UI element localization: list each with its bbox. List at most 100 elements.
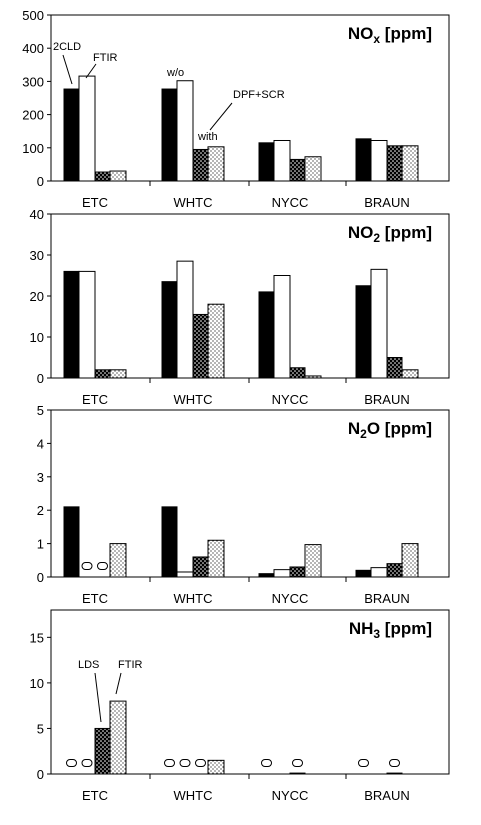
y-tick-label: 5: [37, 721, 44, 736]
zero-marker: [81, 759, 93, 767]
y-tick-label: 400: [22, 41, 44, 56]
plot-frame: [50, 609, 450, 775]
bar-etc-s1: [63, 506, 80, 578]
y-tick-label: 300: [22, 74, 44, 89]
bar-whtc-s1: [161, 506, 178, 578]
annotations-nh3: LDS FTIR: [78, 659, 142, 723]
bar-braun-s1: [355, 138, 372, 182]
y-tick-label: 2: [37, 503, 44, 518]
y-tick-label: 4: [37, 436, 44, 451]
zero-marker: [81, 562, 93, 570]
panel-2: 0 10 20 30 40 ETC WHTC NYCC BRAUN NO2 [ppm]: [30, 207, 450, 407]
bar-braun-s4: [401, 543, 419, 578]
bar-whtc-s3: [192, 148, 209, 182]
category-label-nycc: NYCC: [272, 195, 309, 210]
bar-etc-s3: [94, 727, 111, 775]
category-label-whtc: WHTC: [174, 392, 213, 407]
bar-braun-s4: [401, 369, 419, 379]
y-tick-label: 3: [37, 470, 44, 485]
bar-etc-s4: [109, 543, 127, 578]
category-label-etc: ETC: [82, 195, 108, 210]
zero-marker: [195, 759, 206, 767]
y-tick-label: 10: [30, 330, 44, 345]
bar-braun-s4: [401, 145, 419, 182]
annotation-leader: [209, 102, 233, 131]
bar-nycc-s4: [304, 544, 322, 578]
bar-nycc-s3: [289, 566, 306, 578]
y-tick-label: 100: [22, 141, 44, 156]
bar-whtc-s4: [207, 303, 225, 379]
bar-whtc-s1: [161, 88, 178, 182]
bar-nycc-s3: [289, 367, 306, 379]
panel-title: NOx [ppm]: [348, 24, 432, 46]
annotation-label: FTIR: [118, 659, 142, 671]
annotation-label: LDS: [78, 659, 99, 671]
panel-3: 0 1 2 3 4 5 ETC WHTC NYCC BRAUN N2O [ppm]: [37, 403, 450, 606]
category-label-nycc: NYCC: [272, 392, 309, 407]
zero-marker: [292, 759, 303, 767]
bar-etc-s4: [109, 700, 127, 775]
y-tick-label: 40: [30, 207, 44, 222]
bar-whtc-s4: [207, 759, 225, 775]
zero-marker: [261, 759, 272, 767]
bar-braun-s3: [386, 772, 403, 775]
plot-frame: [50, 409, 450, 578]
bar-braun-s2: [370, 567, 388, 578]
category-label-whtc: WHTC: [174, 195, 213, 210]
category-label-braun: BRAUN: [364, 788, 410, 803]
y-tick-label: 1: [37, 537, 44, 552]
bar-nycc-s4: [304, 375, 322, 379]
bar-whtc-s2: [176, 260, 194, 379]
plot-frame: [50, 14, 450, 182]
bar-whtc-s3: [192, 313, 209, 379]
category-label-whtc: WHTC: [174, 788, 213, 803]
bar-nycc-s1: [258, 573, 275, 578]
bar-etc-s4: [109, 170, 127, 182]
y-tick-label: 500: [22, 8, 44, 23]
category-label-braun: BRAUN: [364, 392, 410, 407]
y-tick-label: 20: [30, 289, 44, 304]
category-label-whtc: WHTC: [174, 591, 213, 606]
annotations-nox: 2CLD FTIR w/o with DPF+SCR: [53, 41, 285, 143]
bar-nycc-s1: [258, 142, 275, 182]
y-tick-label: 0: [37, 174, 44, 189]
category-label-etc: ETC: [82, 788, 108, 803]
panel-title: NH3 [ppm]: [349, 619, 432, 641]
bar-etc-s3: [94, 369, 111, 379]
y-tick-label: 30: [30, 248, 44, 263]
category-label-etc: ETC: [82, 591, 108, 606]
zero-marker: [97, 562, 108, 570]
annotation-leader: [115, 672, 122, 695]
bar-nycc-s2: [273, 275, 291, 379]
panel-title: NO2 [ppm]: [348, 223, 432, 245]
zero-marker: [66, 759, 77, 767]
y-tick-label: 15: [30, 630, 44, 645]
bar-whtc-s4: [207, 146, 225, 182]
bar-braun-s3: [386, 357, 403, 379]
annotation-label: with: [197, 131, 218, 143]
bar-whtc-s2: [176, 80, 194, 182]
bar-etc-s2: [78, 75, 96, 182]
bar-etc-s2: [78, 270, 96, 379]
panel-title: N2O [ppm]: [348, 419, 432, 441]
annotation-label: 2CLD: [53, 41, 81, 53]
bar-braun-s1: [355, 285, 372, 379]
category-label-braun: BRAUN: [364, 195, 410, 210]
bar-braun-s3: [386, 145, 403, 182]
y-tick-label: 10: [30, 676, 44, 691]
bar-nycc-s1: [258, 291, 275, 379]
bar-nycc-s3: [289, 772, 306, 775]
y-tick-label: 0: [37, 371, 44, 386]
zero-marker: [358, 759, 369, 767]
bar-whtc-s4: [207, 539, 225, 578]
bar-whtc-s3: [192, 556, 209, 578]
bar-braun-s3: [386, 563, 403, 578]
annotation-leader: [62, 54, 73, 85]
annotation-leader: [94, 672, 102, 723]
zero-marker: [389, 759, 400, 767]
y-tick-label: 5: [37, 403, 44, 418]
y-tick-label: 200: [22, 108, 44, 123]
zero-marker: [179, 759, 191, 767]
bar-etc-s4: [109, 369, 127, 379]
panel-4: 0 5 10 15 ETC WHTC NYCC BRAUN NH3 [ppm]: [30, 609, 450, 803]
